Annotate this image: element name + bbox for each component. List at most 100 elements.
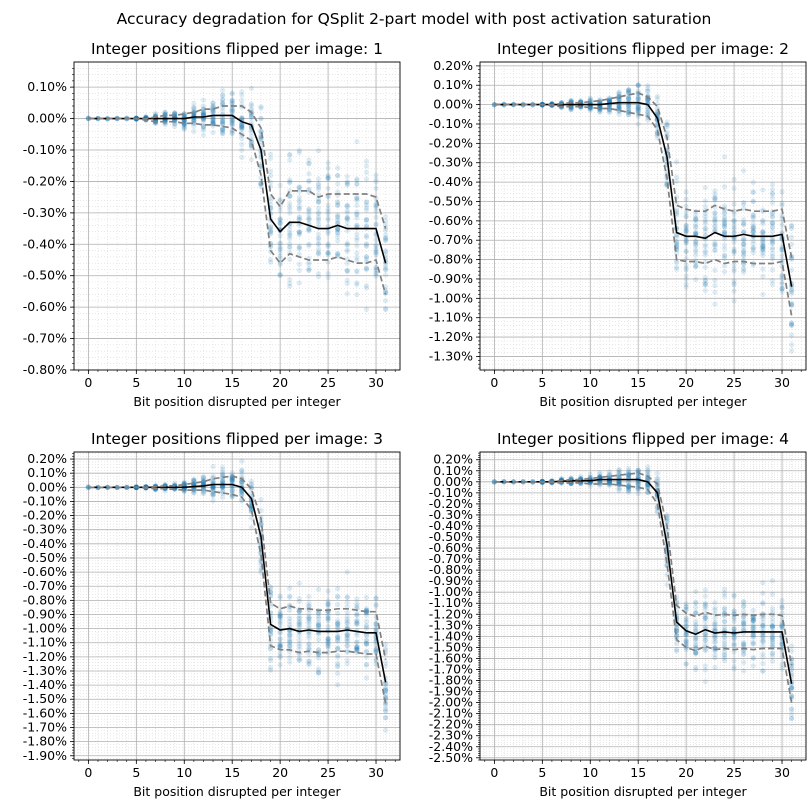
scatter-point	[616, 487, 622, 494]
scatter-point	[731, 248, 737, 254]
scatter-point	[296, 267, 302, 273]
scatter-point	[693, 588, 699, 595]
scatter-point	[306, 658, 312, 664]
scatter-point	[287, 638, 293, 644]
scatter-point	[344, 643, 350, 649]
scatter-point	[229, 478, 235, 485]
scatter-point	[721, 217, 728, 224]
scatter-point	[597, 470, 603, 476]
scatter-point	[296, 657, 302, 663]
scatter-point	[306, 225, 312, 231]
y-tick-label: -0.90%	[429, 573, 473, 588]
scatter-point	[693, 650, 699, 656]
scatter-point	[220, 127, 226, 133]
scatter-point	[721, 252, 728, 258]
scatter-point	[239, 122, 245, 129]
scatter-point	[210, 478, 216, 485]
scatter-point	[239, 489, 245, 495]
scatter-point	[277, 643, 283, 649]
scatter-point	[760, 239, 766, 245]
scatter-point	[654, 475, 660, 481]
scatter-point	[277, 220, 283, 226]
scatter-point	[239, 92, 245, 98]
scatter-point	[626, 107, 632, 113]
scatter-point	[335, 638, 341, 644]
scatter-point	[200, 480, 207, 486]
scatter-point	[616, 91, 622, 97]
scatter-point	[664, 562, 670, 568]
scatter-point	[239, 124, 245, 130]
scatter-point	[363, 176, 370, 182]
scatter-point	[306, 261, 312, 267]
lower-band-line	[494, 103, 793, 316]
scatter-point	[306, 603, 312, 609]
scatter-point	[325, 643, 331, 649]
scatter-point	[258, 116, 264, 122]
scatter-point	[750, 250, 756, 256]
scatter-point	[750, 224, 756, 231]
scatter-point	[789, 348, 795, 354]
scatter-point	[306, 614, 312, 620]
scatter-point	[344, 181, 350, 187]
scatter-point	[306, 207, 312, 213]
scatter-point	[220, 115, 226, 121]
scatter-point	[731, 593, 737, 599]
scatter-point	[712, 210, 718, 216]
scatter-point	[325, 639, 331, 645]
scatter-point	[210, 473, 216, 479]
scatter-point	[210, 100, 216, 106]
scatter-point	[673, 647, 680, 653]
scatter-point	[248, 85, 254, 91]
scatter-point	[673, 257, 680, 264]
scatter-point	[191, 109, 197, 115]
scatter-point	[750, 229, 756, 235]
scatter-point	[354, 243, 360, 249]
scatter-point	[181, 118, 187, 124]
y-tick-label: -1.90%	[23, 748, 67, 763]
scatter-point	[760, 291, 766, 297]
scatter-point	[673, 234, 680, 240]
scatter-point	[373, 267, 379, 274]
scatter-point	[85, 116, 91, 122]
scatter-point	[635, 83, 641, 89]
scatter-point	[335, 617, 341, 624]
scatter-point	[344, 609, 350, 615]
scatter-point	[383, 248, 389, 254]
scatter-point	[277, 643, 283, 650]
scatter-point	[635, 88, 641, 94]
scatter-point	[85, 484, 91, 491]
scatter-point	[491, 479, 497, 485]
scatter-point	[683, 248, 689, 255]
scatter-point	[779, 661, 785, 667]
scatter-point	[277, 217, 283, 223]
scatter-point	[363, 256, 370, 262]
scatter-point	[712, 619, 718, 625]
scatter-point	[306, 630, 312, 636]
scatter-point	[315, 251, 322, 257]
scatter-point	[741, 603, 747, 609]
scatter-point	[335, 173, 341, 179]
scatter-point	[373, 646, 379, 652]
scatter-point	[85, 484, 91, 490]
scatter-point	[789, 686, 795, 692]
scatter-point	[789, 692, 795, 699]
scatter-point	[664, 562, 670, 568]
scatter-point	[220, 494, 226, 500]
y-axis: 0.20%0.10%0.00%-0.10%-0.20%-0.30%-0.40%-…	[23, 451, 74, 763]
scatter-point	[277, 220, 283, 226]
scatter-point	[645, 88, 651, 94]
scatter-point	[200, 127, 207, 133]
scatter-point	[191, 106, 197, 112]
scatter-point	[344, 260, 350, 266]
scatter-point	[779, 222, 785, 228]
scatter-point	[354, 235, 360, 241]
scatter-point	[702, 641, 708, 648]
scatter-point	[702, 602, 708, 609]
scatter-point	[287, 210, 293, 216]
scatter-point	[210, 488, 216, 495]
scatter-point	[664, 119, 670, 125]
scatter-point	[363, 306, 370, 312]
scatter-point	[315, 666, 322, 672]
scatter-point	[335, 202, 341, 209]
scatter-point	[693, 230, 699, 236]
